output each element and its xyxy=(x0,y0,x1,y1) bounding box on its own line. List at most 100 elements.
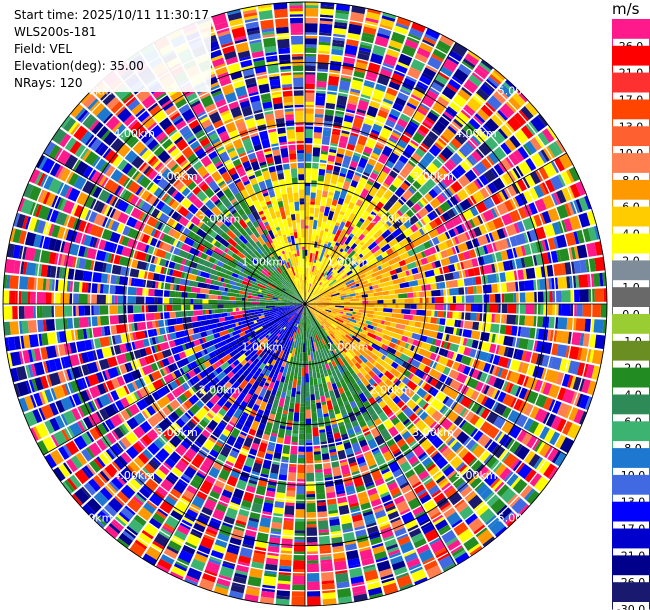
velocity-gate xyxy=(336,104,346,109)
velocity-gate xyxy=(388,193,400,205)
velocity-gate xyxy=(436,282,440,290)
velocity-gate xyxy=(317,347,321,354)
velocity-gate xyxy=(517,463,533,480)
velocity-gate xyxy=(282,337,286,341)
velocity-gate xyxy=(314,469,323,473)
velocity-gate xyxy=(333,313,340,317)
velocity-gate xyxy=(536,441,546,454)
velocity-gate xyxy=(359,549,373,561)
velocity-gate xyxy=(342,62,355,68)
velocity-gate xyxy=(309,376,314,386)
velocity-gate xyxy=(213,586,229,596)
velocity-gate xyxy=(490,498,506,514)
velocity-gate xyxy=(333,333,342,342)
velocity-gate xyxy=(534,379,541,391)
velocity-gate xyxy=(429,220,438,230)
velocity-gate xyxy=(321,339,326,346)
velocity-gate xyxy=(523,232,530,243)
velocity-gate xyxy=(262,502,274,513)
velocity-gate xyxy=(372,88,385,101)
velocity-gate xyxy=(317,417,325,427)
velocity-gate xyxy=(585,364,595,379)
velocity-gate xyxy=(319,23,333,34)
velocity-gate xyxy=(438,325,446,333)
velocity-gate xyxy=(565,359,571,373)
velocity-gate xyxy=(114,295,118,304)
velocity-gate xyxy=(468,543,481,554)
velocity-gate xyxy=(332,302,336,304)
velocity-gate xyxy=(372,195,381,204)
velocity-gate xyxy=(370,536,383,546)
velocity-gate xyxy=(349,566,363,579)
velocity-gate xyxy=(306,283,310,293)
velocity-gate xyxy=(252,403,260,412)
velocity-gate xyxy=(372,288,377,293)
velocity-gate xyxy=(251,393,259,401)
velocity-gate xyxy=(400,265,409,272)
velocity-gate xyxy=(520,326,531,338)
velocity-gate xyxy=(380,338,391,346)
velocity-gate xyxy=(190,298,194,304)
velocity-gate xyxy=(490,477,501,489)
velocity-gate xyxy=(395,323,406,330)
velocity-gate xyxy=(543,397,554,411)
velocity-gate xyxy=(295,509,305,519)
velocity-gate xyxy=(351,316,355,320)
velocity-gate xyxy=(299,421,305,425)
velocity-gate xyxy=(232,308,236,312)
velocity-gate xyxy=(157,297,164,304)
velocity-gate xyxy=(163,297,170,304)
velocity-gate xyxy=(306,560,319,564)
velocity-gate xyxy=(203,498,217,511)
velocity-gate xyxy=(276,406,283,414)
velocity-gate xyxy=(328,191,334,196)
velocity-gate xyxy=(322,280,330,288)
velocity-gate xyxy=(455,328,461,336)
velocity-gate xyxy=(300,318,303,328)
velocity-gate xyxy=(338,504,350,516)
velocity-gate xyxy=(303,313,305,317)
velocity-gate xyxy=(356,273,366,281)
velocity-gate xyxy=(296,385,301,392)
velocity-gate xyxy=(348,23,362,35)
velocity-gate xyxy=(482,198,493,210)
velocity-gate xyxy=(361,123,372,135)
velocity-gate xyxy=(314,117,324,127)
velocity-gate xyxy=(489,519,506,535)
velocity-gate xyxy=(186,533,201,547)
velocity-gate xyxy=(278,397,285,408)
velocity-gate xyxy=(434,142,444,151)
velocity-gate xyxy=(312,366,316,373)
velocity-gate xyxy=(375,362,385,373)
velocity-gate xyxy=(198,326,206,333)
velocity-gate xyxy=(434,310,438,317)
velocity-gate xyxy=(328,75,340,86)
velocity-gate xyxy=(321,135,331,146)
velocity-gate xyxy=(511,325,522,337)
velocity-gate xyxy=(509,134,522,148)
velocity-gate xyxy=(364,373,372,381)
velocity-gate xyxy=(394,328,405,335)
velocity-gate xyxy=(197,282,208,289)
velocity-gate xyxy=(323,247,330,257)
velocity-gate xyxy=(341,129,350,135)
velocity-gate xyxy=(300,406,305,413)
velocity-gate xyxy=(600,304,607,318)
velocity-gate xyxy=(345,390,352,398)
velocity-gate xyxy=(464,512,478,526)
velocity-gate xyxy=(375,274,383,281)
velocity-gate xyxy=(575,199,583,213)
velocity-gate xyxy=(321,580,335,585)
velocity-gate xyxy=(386,346,397,355)
velocity-gate xyxy=(307,340,310,347)
velocity-gate xyxy=(567,375,574,388)
velocity-gate xyxy=(313,216,319,221)
velocity-gate xyxy=(453,263,459,271)
velocity-gate xyxy=(477,304,487,313)
velocity-gate xyxy=(382,582,399,596)
velocity-gate xyxy=(355,283,360,287)
velocity-gate xyxy=(515,462,525,474)
velocity-gate xyxy=(330,54,343,63)
velocity-gate xyxy=(445,451,457,463)
velocity-gate xyxy=(401,309,411,315)
